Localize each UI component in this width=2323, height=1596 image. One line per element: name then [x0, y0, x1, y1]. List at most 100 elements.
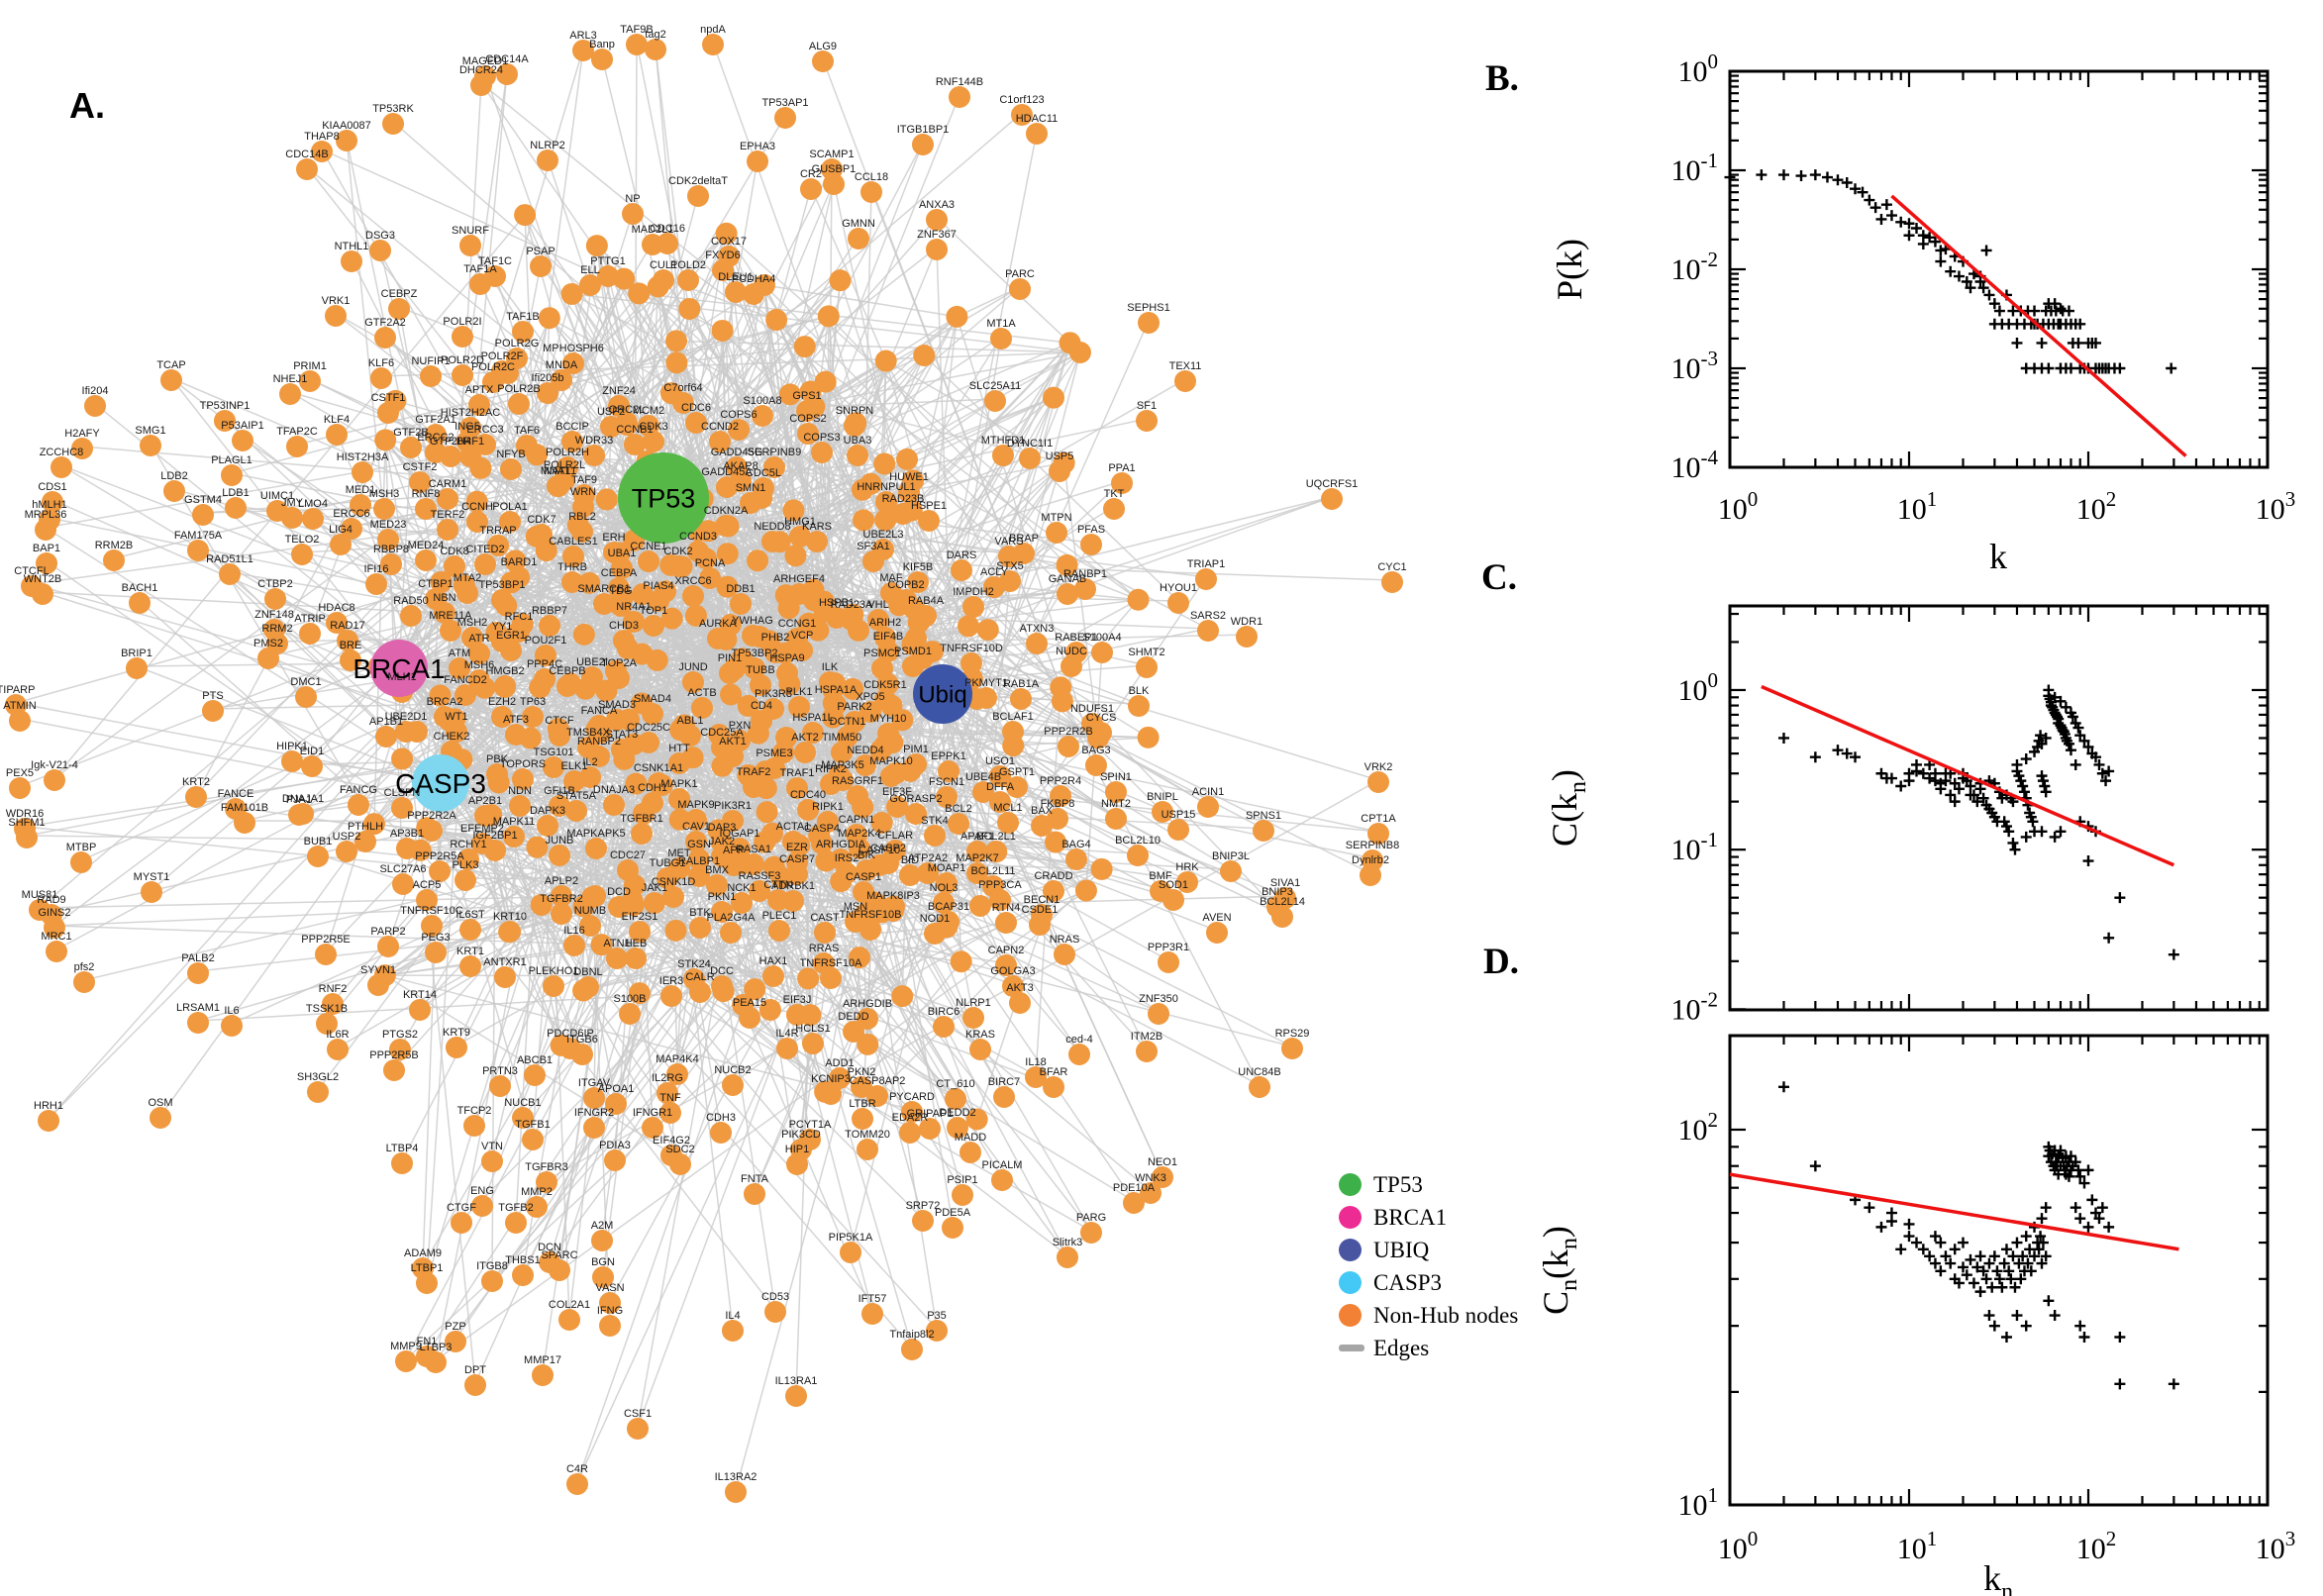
node-label: NLRP2 [530, 140, 564, 151]
node-label: CDK2deltaT [668, 175, 728, 187]
non-hub-node [660, 607, 683, 630]
non-hub-node [1127, 588, 1150, 611]
axis-title: kn [1983, 1558, 2013, 1596]
non-hub-node [583, 1087, 605, 1109]
node-label: CSDE1 [1022, 904, 1059, 916]
non-hub-node [449, 657, 470, 679]
node-label: ARHGDIB [843, 998, 892, 1010]
node-label: CYC1 [1377, 561, 1406, 573]
node-label: PYCARD [889, 1091, 935, 1103]
non-hub-node [711, 901, 733, 923]
non-hub-node [396, 838, 418, 859]
non-hub-node [995, 912, 1017, 934]
non-hub-node [494, 675, 516, 697]
node-label: C7orf64 [663, 382, 702, 394]
non-hub-node [1138, 312, 1160, 334]
non-hub-node [774, 107, 796, 129]
node-label: UBA3 [844, 435, 872, 447]
non-hub-node [571, 521, 593, 543]
non-hub-node [669, 1153, 691, 1175]
node-label: FANCE [218, 788, 254, 800]
non-hub-node [1085, 754, 1107, 776]
node-label: SERPINB9 [748, 447, 801, 458]
node-label: ITGB6 [566, 1034, 598, 1046]
node-label: NRAS [1050, 934, 1080, 946]
node-label: HSPA9 [769, 652, 804, 664]
node-label: CHD3 [609, 620, 639, 632]
non-hub-node [758, 998, 781, 1021]
node-label: ITGB8 [476, 1260, 508, 1272]
non-hub-node [899, 864, 921, 886]
node-label: TELO2 [285, 534, 320, 546]
non-hub-node [797, 799, 819, 821]
node-label: TDG [609, 585, 632, 597]
node-label: CDH3 [706, 1112, 736, 1124]
node-label: C4R [566, 1463, 588, 1475]
non-hub-node [604, 1149, 626, 1171]
node-label: MUS81 [22, 889, 58, 901]
node-label: CTBP1 [418, 578, 453, 590]
node-label: SF1 [1137, 400, 1157, 412]
non-hub-node [279, 383, 301, 405]
non-hub-node [464, 1374, 486, 1396]
node-label: CDK2 [663, 546, 692, 557]
non-hub-node [782, 831, 804, 852]
non-hub-node [667, 555, 689, 577]
node-label: WNK3 [1135, 1172, 1166, 1184]
node-label: KLF4 [324, 414, 350, 426]
node-label: C1orf123 [999, 94, 1044, 106]
non-hub-node [141, 881, 162, 903]
non-hub-node [778, 383, 801, 406]
non-hub-node [913, 344, 936, 366]
node-label: PKN2 [848, 1066, 876, 1078]
node-label: CSTF1 [371, 392, 406, 404]
non-hub-node [549, 725, 570, 747]
node-label: HMGB2 [485, 665, 524, 677]
node-label: MTPN [1041, 512, 1071, 524]
node-label: ACTA1 [776, 821, 811, 833]
non-hub-node [549, 845, 570, 866]
node-label: EIF3J [783, 994, 812, 1006]
node-label: CDS1 [38, 481, 66, 493]
non-hub-node [744, 657, 765, 679]
non-hub-node [301, 755, 323, 777]
non-hub-node [802, 1033, 824, 1054]
non-hub-node [984, 390, 1006, 412]
non-hub-node [395, 721, 417, 743]
node-label: A2M [591, 1220, 614, 1232]
non-hub-node [44, 917, 65, 939]
node-label: HSPE1 [911, 500, 947, 512]
non-hub-node [537, 150, 558, 171]
non-hub-node [499, 511, 521, 533]
node-label: SMN1 [736, 482, 766, 494]
fit-line [1729, 1172, 2179, 1251]
non-hub-node [530, 255, 552, 277]
node-label: HIST2H3A [337, 451, 389, 463]
non-hub-node [514, 204, 537, 227]
node-label: KARS [802, 521, 832, 533]
non-hub-node [722, 810, 744, 832]
non-hub-node [369, 240, 391, 261]
non-hub-node [1010, 688, 1032, 710]
node-label: MED24 [408, 540, 445, 551]
node-label: CASP10 [858, 845, 900, 856]
node-label: TEX11 [1169, 360, 1202, 372]
non-hub-node [1009, 992, 1031, 1014]
node-label: TAF6 [514, 425, 540, 437]
non-hub-node [400, 437, 422, 458]
non-hub-node [613, 267, 636, 290]
node-label: P53AIP1 [221, 420, 263, 432]
non-hub-node [691, 697, 713, 719]
non-hub-node [383, 1059, 405, 1081]
node-label: SMAD3 [598, 699, 636, 711]
hub-label-brca1: BRCA1 [353, 653, 445, 684]
node-label: DHCR24 [459, 64, 503, 76]
node-label: P35 [927, 1310, 947, 1322]
non-hub-node [459, 446, 481, 467]
node-label: DEDD [838, 1011, 868, 1023]
non-hub-node [687, 541, 709, 562]
node-label: PDE10A [1113, 1182, 1156, 1194]
node-label: PDE5A [935, 1207, 971, 1219]
node-label: PPP2R5B [369, 1049, 419, 1061]
node-label: LIG4 [329, 524, 353, 536]
